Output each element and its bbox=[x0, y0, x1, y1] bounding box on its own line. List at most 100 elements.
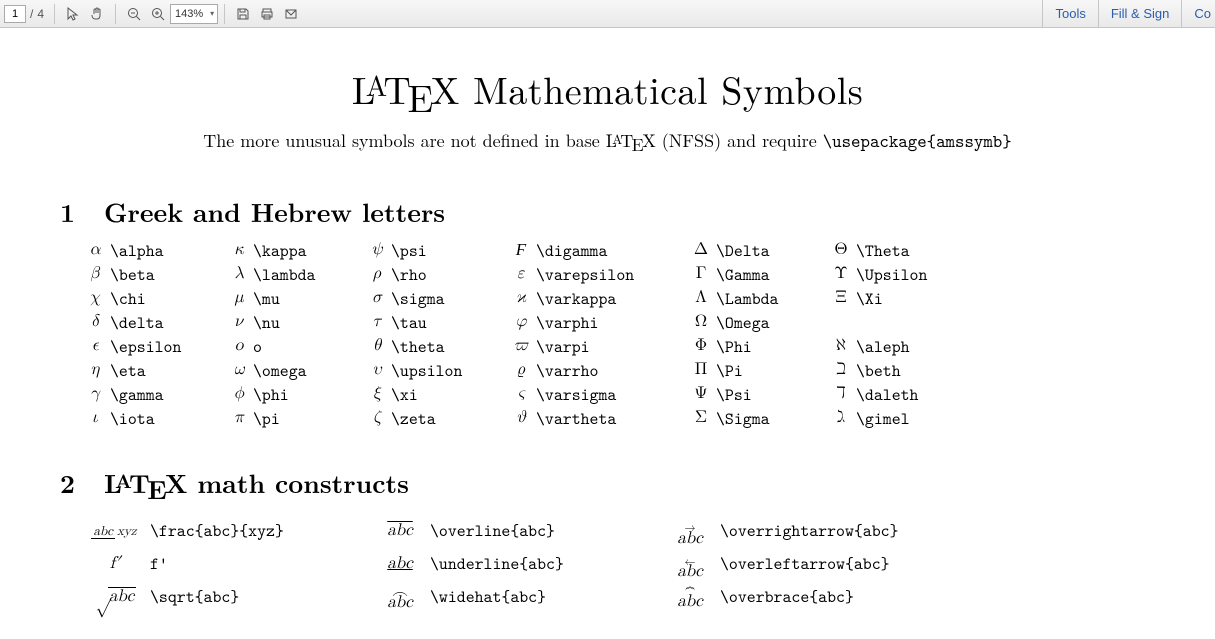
select-tool-button[interactable] bbox=[62, 3, 84, 25]
greek-symbol: ℷ bbox=[826, 408, 856, 430]
greek-symbol: o bbox=[225, 336, 253, 358]
overbrace-symbol: ⏞abc bbox=[660, 586, 720, 607]
save-button[interactable] bbox=[232, 3, 254, 25]
zoom-level-select[interactable]: 143% ▾ bbox=[170, 4, 218, 24]
overleftarrow-cmd: \overleftarrow{abc} bbox=[720, 553, 1155, 575]
greek-symbol: γ bbox=[80, 384, 110, 406]
greek-symbol: ϑ bbox=[506, 408, 536, 430]
prime-symbol: f′ bbox=[80, 554, 150, 574]
greek-command: \nu bbox=[253, 312, 363, 334]
greek-command: \Pi bbox=[716, 360, 826, 382]
hand-tool-button[interactable] bbox=[86, 3, 108, 25]
greek-symbol: ξ bbox=[363, 384, 391, 406]
greek-symbol: δ bbox=[80, 312, 110, 334]
greek-symbol: μ bbox=[225, 288, 253, 310]
greek-command: \phi bbox=[253, 384, 363, 406]
greek-symbol: ϕ bbox=[225, 384, 253, 406]
greek-command: \Omega bbox=[716, 312, 826, 334]
comment-panel-button[interactable]: Co bbox=[1181, 0, 1211, 28]
underline-symbol: abc bbox=[370, 554, 430, 574]
zoom-out-button[interactable] bbox=[123, 3, 145, 25]
overrightarrow-cmd: \overrightarrow{abc} bbox=[720, 520, 1155, 542]
overline-symbol: abc bbox=[370, 521, 430, 541]
widehat-cmd: \widehat{abc} bbox=[430, 586, 660, 608]
greek-symbol: λ bbox=[225, 264, 253, 286]
greek-command: \zeta bbox=[391, 408, 506, 430]
greek-symbol: π bbox=[225, 408, 253, 430]
greek-command: \daleth bbox=[856, 384, 966, 406]
tools-panel-button[interactable]: Tools bbox=[1042, 0, 1097, 28]
greek-command: \Psi bbox=[716, 384, 826, 406]
greek-symbol: ς bbox=[506, 384, 536, 406]
chevron-down-icon: ▾ bbox=[210, 9, 214, 18]
greek-symbol: Φ bbox=[686, 336, 716, 358]
fill-sign-panel-button[interactable]: Fill & Sign bbox=[1098, 0, 1182, 28]
page-total: 4 bbox=[37, 7, 44, 21]
greek-symbol: ε bbox=[506, 264, 536, 286]
zoom-in-button[interactable] bbox=[147, 3, 169, 25]
greek-command: \gimel bbox=[856, 408, 966, 430]
underline-cmd: \underline{abc} bbox=[430, 553, 660, 575]
email-button[interactable] bbox=[280, 3, 302, 25]
page-number-input[interactable] bbox=[4, 5, 26, 23]
greek-command: \Delta bbox=[716, 240, 826, 262]
greek-symbol: τ bbox=[363, 312, 391, 334]
greek-command: o bbox=[253, 336, 363, 358]
greek-letters-table: α\alphaκ\kappaψ\psiϜ\digammaΔ\DeltaΘ\The… bbox=[80, 240, 1155, 430]
greek-command: \beta bbox=[110, 264, 225, 286]
greek-command: \tau bbox=[391, 312, 506, 334]
greek-symbol: Δ bbox=[686, 240, 716, 262]
greek-command: \theta bbox=[391, 336, 506, 358]
greek-symbol: Υ bbox=[826, 264, 856, 286]
overbrace-cmd: \overbrace{abc} bbox=[720, 586, 1155, 608]
greek-command: \varkappa bbox=[536, 288, 686, 310]
greek-symbol: ϖ bbox=[506, 336, 536, 358]
greek-symbol: σ bbox=[363, 288, 391, 310]
latex-logo: LATEX bbox=[352, 62, 460, 116]
greek-symbol: Ϝ bbox=[506, 240, 536, 262]
greek-symbol: χ bbox=[80, 288, 110, 310]
greek-symbol: φ bbox=[506, 312, 536, 334]
greek-symbol: ρ bbox=[363, 264, 391, 286]
page-title: LATEX Mathematical Symbols bbox=[60, 62, 1155, 124]
greek-symbol: ℶ bbox=[826, 360, 856, 382]
greek-command: \varsigma bbox=[536, 384, 686, 406]
greek-command: \delta bbox=[110, 312, 225, 334]
page-subtitle: The more unusual symbols are not defined… bbox=[60, 128, 1155, 157]
greek-command: \Theta bbox=[856, 240, 966, 262]
greek-symbol: Γ bbox=[686, 264, 716, 286]
zoom-value: 143% bbox=[175, 8, 203, 20]
frac-cmd: \frac{abc}{xyz} bbox=[150, 520, 370, 542]
greek-symbol: ν bbox=[225, 312, 253, 334]
greek-symbol: Λ bbox=[686, 288, 716, 310]
greek-command: \pi bbox=[253, 408, 363, 430]
greek-command: \epsilon bbox=[110, 336, 225, 358]
greek-command: \Phi bbox=[716, 336, 826, 358]
greek-command: \Sigma bbox=[716, 408, 826, 430]
greek-command: \mu bbox=[253, 288, 363, 310]
greek-command: \lambda bbox=[253, 264, 363, 286]
sqrt-symbol: abc bbox=[80, 587, 150, 607]
greek-symbol: Ξ bbox=[826, 288, 856, 310]
greek-symbol: κ bbox=[225, 240, 253, 262]
greek-command: \aleph bbox=[856, 336, 966, 358]
greek-symbol: Ω bbox=[686, 312, 716, 334]
print-button[interactable] bbox=[256, 3, 278, 25]
prime-cmd: f' bbox=[150, 553, 370, 575]
greek-command: \Upsilon bbox=[856, 264, 966, 286]
overleftarrow-symbol: ←abc bbox=[660, 551, 720, 579]
greek-command: \xi bbox=[391, 384, 506, 406]
greek-command: \kappa bbox=[253, 240, 363, 262]
greek-symbol: Θ bbox=[826, 240, 856, 262]
document-page: LATEX Mathematical Symbols The more unus… bbox=[0, 28, 1215, 609]
greek-symbol: ζ bbox=[363, 408, 391, 430]
greek-command: \iota bbox=[110, 408, 225, 430]
greek-command: \varpi bbox=[536, 336, 686, 358]
greek-symbol: ϰ bbox=[506, 288, 536, 310]
section-2-heading: 2 LATEX math constructs bbox=[60, 464, 1155, 507]
greek-symbol: Π bbox=[686, 360, 716, 382]
greek-symbol: Σ bbox=[686, 408, 716, 430]
greek-command: \Gamma bbox=[716, 264, 826, 286]
greek-command: \Xi bbox=[856, 288, 966, 310]
greek-symbol bbox=[826, 312, 856, 334]
